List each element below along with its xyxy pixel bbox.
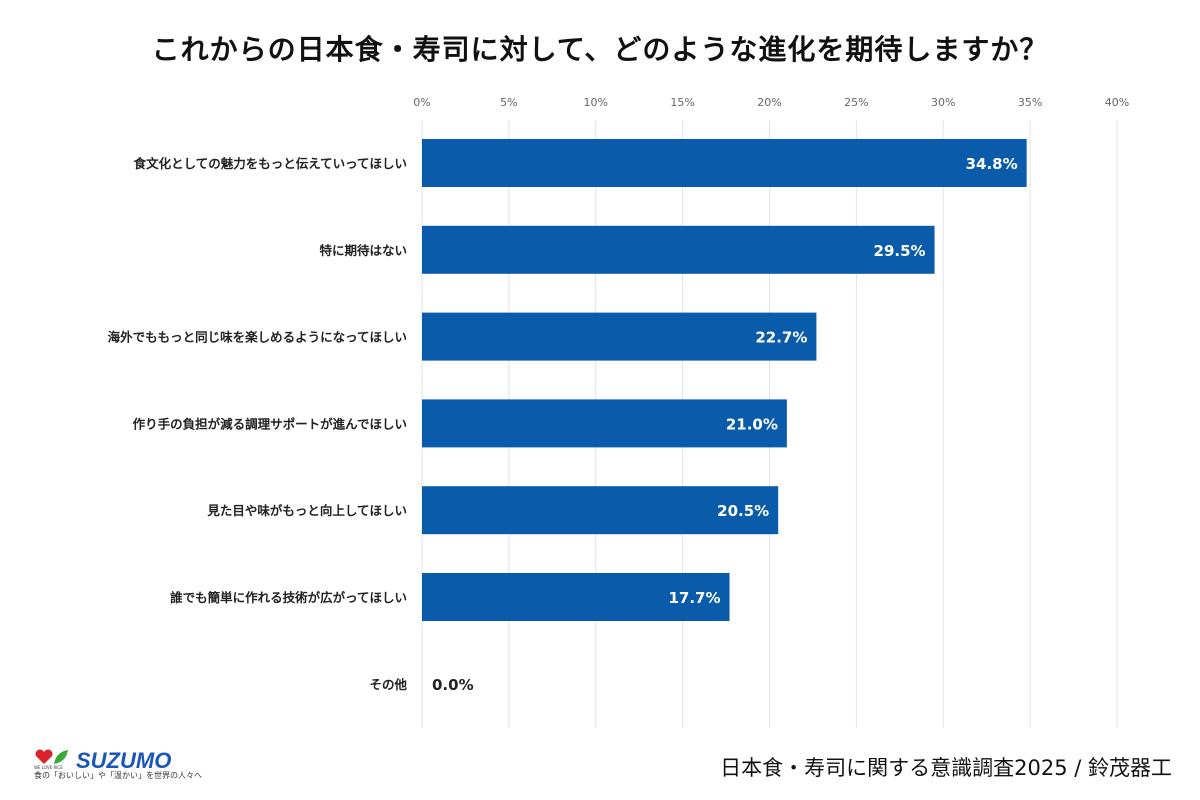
data-label: 22.7% (755, 329, 807, 347)
data-label: 0.0% (432, 676, 474, 694)
x-tick-label: 40% (1105, 96, 1129, 109)
bar (422, 573, 730, 621)
x-tick-label: 15% (670, 96, 694, 109)
x-tick-label: 35% (1018, 96, 1042, 109)
x-tick-label: 20% (757, 96, 781, 109)
category-label: その他 (369, 677, 407, 692)
logo-tagline: 食の「おいしい」や「温かい」を世界の人々へ (34, 771, 202, 780)
data-label: 29.5% (874, 242, 926, 260)
x-tick-label: 5% (500, 96, 517, 109)
x-tick-label: 10% (584, 96, 608, 109)
category-label: 特に期待はない (319, 243, 407, 258)
x-tick-label: 25% (844, 96, 868, 109)
x-tick-label: 0% (413, 96, 430, 109)
data-label: 34.8% (966, 155, 1018, 173)
bar (422, 139, 1027, 187)
category-label: 作り手の負担が減る調理サポートが進んでほしい (133, 416, 407, 431)
category-label: 食文化としての魅力をもっと伝えていってほしい (133, 156, 407, 171)
source-note: 日本食・寿司に関する意識調査2025 / 鈴茂器工 (720, 756, 1172, 780)
chart-title: これからの日本食・寿司に対して、どのような進化を期待しますか？ (151, 33, 1049, 66)
category-label: 見た目や味がもっと向上してほしい (206, 503, 407, 518)
data-label: 21.0% (726, 415, 778, 433)
logo-brand: SUZUMO (76, 748, 172, 773)
bar (422, 399, 787, 448)
category-label: 海外でももっと同じ味を楽しめるようになってほしい (108, 330, 407, 345)
data-label: 20.5% (717, 502, 769, 520)
data-label: 17.7% (668, 589, 720, 607)
bar (422, 312, 817, 361)
bar (422, 225, 935, 274)
x-tick-label: 30% (931, 96, 955, 109)
heart-leaf-icon (35, 749, 68, 764)
logo-sub: WE LOVE RICE (34, 765, 63, 770)
bar (422, 486, 779, 535)
category-label: 誰でも簡単に作れる技術が広がってほしい (170, 590, 407, 605)
